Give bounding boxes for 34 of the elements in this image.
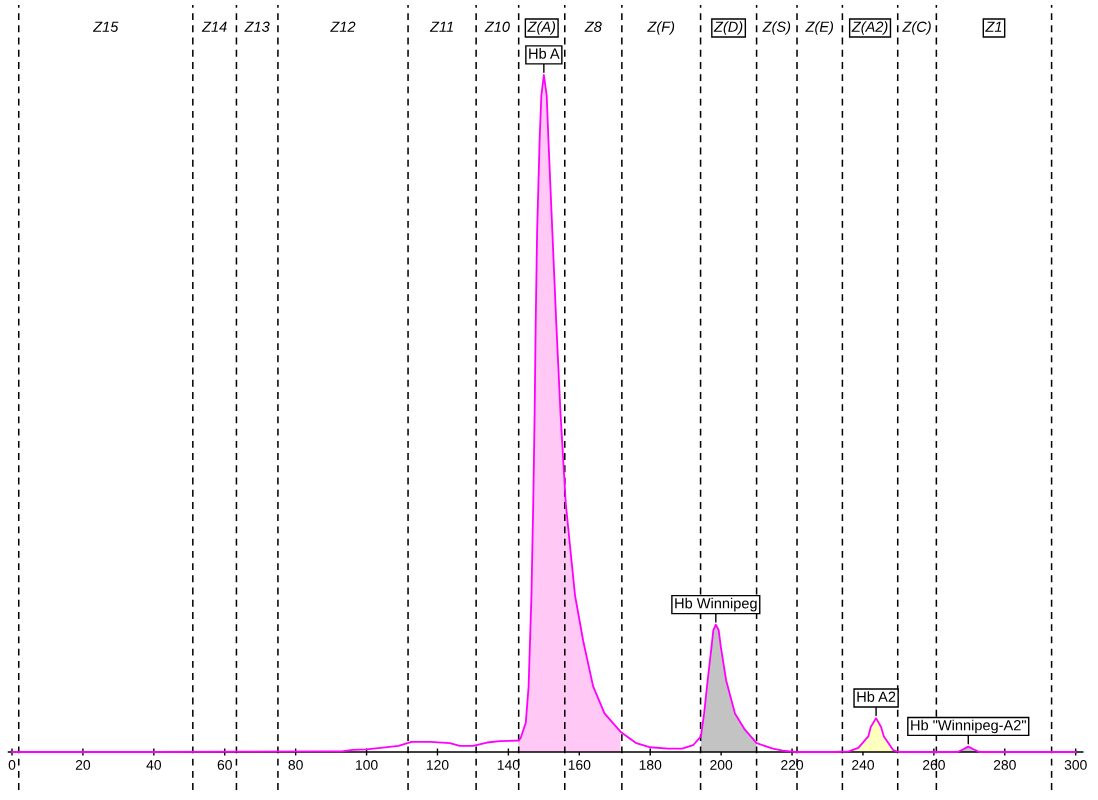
text: Z1	[985, 21, 1002, 32]
text: Z(D)	[713, 21, 743, 35]
x-tick-label: 260	[922, 760, 945, 770]
annotation: Hb A	[529, 48, 560, 59]
text: Z8	[584, 21, 602, 32]
x-tick-label: 80	[288, 760, 303, 770]
text: Z(F)	[647, 21, 675, 35]
x-tick-label: 100	[356, 760, 378, 770]
x-tick-label: 280	[993, 760, 1016, 770]
text: Z13	[244, 21, 270, 32]
text: Z12	[330, 21, 356, 32]
text: Z(E)	[805, 21, 834, 35]
x-tick-label: 120	[426, 760, 449, 770]
annotation: Hb Winnipeg	[675, 597, 757, 612]
x-tick-label: 60	[217, 760, 232, 770]
x-tick-label: 300	[1064, 760, 1087, 770]
x-tick-label: 160	[568, 760, 591, 770]
x-tick-label: 0	[8, 760, 16, 770]
text: Z(A)	[527, 21, 556, 35]
text: Z14	[201, 21, 227, 32]
x-tick-label: 20	[75, 760, 91, 770]
text: Z(S)	[762, 21, 791, 35]
text: Z10	[484, 21, 510, 32]
text: Z15	[92, 21, 119, 32]
annotation: Hb A2	[857, 691, 896, 702]
text: Z11	[429, 21, 453, 32]
x-tick-label: 240	[852, 760, 875, 770]
x-tick-label: 180	[639, 760, 662, 770]
x-tick-label: 40	[146, 760, 162, 770]
text: Z(C)	[902, 21, 931, 35]
x-tick-label: 220	[781, 760, 804, 770]
text: Z(A2)	[851, 21, 888, 35]
annotation: Hb "Winnipeg-A2"	[911, 719, 1026, 734]
x-tick-label: 200	[710, 760, 733, 770]
